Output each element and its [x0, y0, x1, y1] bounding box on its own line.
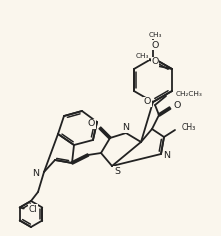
Text: S: S	[114, 167, 120, 176]
Text: Cl: Cl	[29, 205, 37, 214]
Text: CH₃: CH₃	[148, 32, 162, 38]
Text: CH₂CH₃: CH₂CH₃	[176, 91, 203, 97]
Text: CH₃: CH₃	[182, 123, 196, 132]
Text: N: N	[32, 169, 39, 177]
Text: CH₃: CH₃	[135, 53, 149, 59]
Text: O: O	[144, 97, 151, 106]
Text: N: N	[164, 152, 170, 160]
Text: N: N	[122, 123, 130, 132]
Text: O: O	[174, 101, 181, 110]
Text: O: O	[151, 58, 159, 67]
Text: O: O	[88, 119, 95, 128]
Text: O: O	[151, 41, 159, 50]
